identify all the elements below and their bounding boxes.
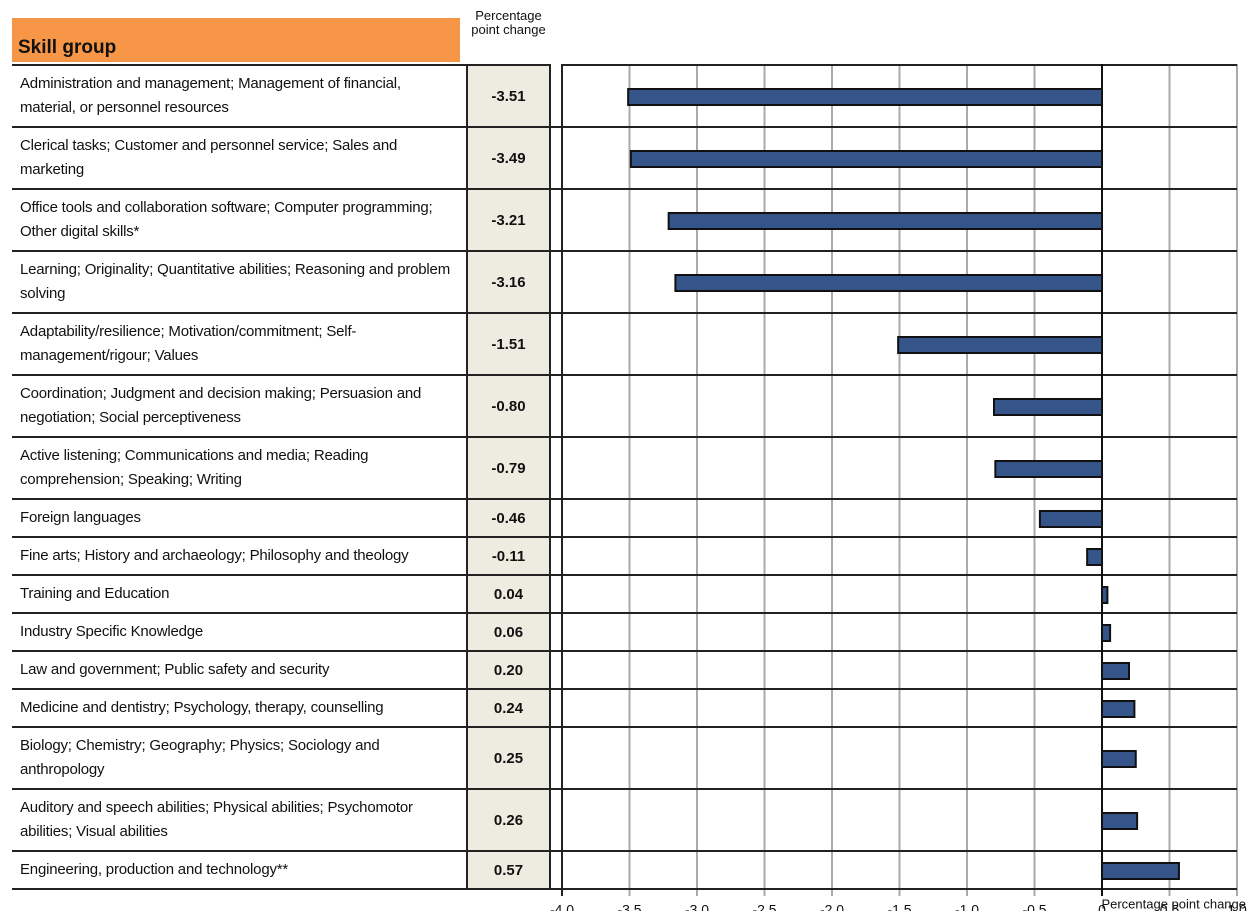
bar (627, 88, 1104, 106)
bar (993, 398, 1103, 416)
category-label: Coordination; Judgment and decision maki… (20, 385, 422, 426)
x-tick-label: -3.5 (617, 902, 641, 911)
x-tick-label: -2.5 (752, 902, 776, 911)
value-label: -3.21 (466, 190, 551, 250)
bar (1101, 862, 1180, 880)
x-tick-label: -1.5 (887, 902, 911, 911)
category-label: Adaptability/resilience; Motivation/comm… (20, 323, 357, 364)
table: Administration and management; Managemen… (12, 64, 551, 890)
category-label: Auditory and speech abilities; Physical … (20, 799, 413, 840)
category-label: Administration and management; Managemen… (20, 75, 401, 116)
value-label: -1.51 (466, 314, 551, 374)
category-label: Medicine and dentistry; Psychology, ther… (20, 699, 384, 716)
x-tick-label: -2.0 (820, 902, 844, 911)
category-label: Office tools and collaboration software;… (20, 199, 433, 240)
value-label: 0.25 (466, 728, 551, 788)
value-label: 0.26 (466, 790, 551, 850)
x-tick-label: -4.0 (550, 902, 574, 911)
x-axis-label: Percentage point change (1101, 896, 1246, 911)
bar (629, 150, 1103, 168)
x-tick-label: 1.0 (1227, 902, 1247, 911)
table-row: Industry Specific Knowledge 0.06 (12, 614, 551, 652)
x-tick-label: -1.0 (955, 902, 979, 911)
table-row: Fine arts; History and archaeology; Phil… (12, 538, 551, 576)
bar (1086, 548, 1104, 566)
category-label: Law and government; Public safety and se… (20, 661, 330, 678)
x-tick-label: -0.5 (1022, 902, 1046, 911)
bar (1101, 750, 1137, 768)
x-tick-label: 0.5 (1160, 902, 1180, 911)
category-label: Fine arts; History and archaeology; Phil… (20, 547, 409, 564)
x-tick-label: 0 (1098, 902, 1106, 911)
table-row: Learning; Originality; Quantitative abil… (12, 252, 551, 314)
value-label: -3.16 (466, 252, 551, 312)
category-label: Learning; Originality; Quantitative abil… (20, 261, 450, 302)
value-label: 0.06 (466, 614, 551, 650)
value-label: -0.79 (466, 438, 551, 498)
table-row: Adaptability/resilience; Motivation/comm… (12, 314, 551, 376)
category-label: Active listening; Communications and med… (20, 447, 369, 488)
value-label: 0.04 (466, 576, 551, 612)
category-label: Clerical tasks; Customer and personnel s… (20, 137, 398, 178)
bar (1101, 700, 1136, 718)
table-header: Skill group (12, 18, 460, 62)
table-row: Biology; Chemistry; Geography; Physics; … (12, 728, 551, 790)
bar (667, 212, 1104, 230)
table-row: Medicine and dentistry; Psychology, ther… (12, 690, 551, 728)
value-header: Percentage point change (471, 8, 546, 37)
table-row: Training and Education 0.04 (12, 576, 551, 614)
table-row: Clerical tasks; Customer and personnel s… (12, 128, 551, 190)
bar (674, 274, 1104, 292)
table-row: Active listening; Communications and med… (12, 438, 551, 500)
table-row: Law and government; Public safety and se… (12, 652, 551, 690)
table-row: Auditory and speech abilities; Physical … (12, 790, 551, 852)
table-row: Administration and management; Managemen… (12, 66, 551, 128)
table-row: Engineering, production and technology**… (12, 852, 551, 890)
value-label: -0.80 (466, 376, 551, 436)
bar (1101, 662, 1130, 680)
category-label: Industry Specific Knowledge (20, 623, 204, 640)
category-label: Biology; Chemistry; Geography; Physics; … (20, 737, 380, 778)
category-label: Engineering, production and technology** (20, 861, 289, 878)
table-row: Foreign languages -0.46 (12, 500, 551, 538)
value-label: 0.57 (466, 852, 551, 888)
table-row: Office tools and collaboration software;… (12, 190, 551, 252)
value-label: -0.46 (466, 500, 551, 536)
value-label: -3.49 (466, 128, 551, 188)
table-row: Coordination; Judgment and decision maki… (12, 376, 551, 438)
value-label: -0.11 (466, 538, 551, 574)
value-label: -3.51 (466, 66, 551, 126)
bar (1101, 586, 1109, 604)
bar (1101, 812, 1139, 830)
x-tick-label: -3.0 (685, 902, 709, 911)
category-label: Foreign languages (20, 509, 141, 526)
value-label: 0.24 (466, 690, 551, 726)
category-label: Training and Education (20, 585, 170, 602)
bar (1038, 510, 1104, 528)
value-label: 0.20 (466, 652, 551, 688)
bar (994, 460, 1103, 478)
bar (1101, 624, 1112, 642)
bar (897, 336, 1104, 354)
